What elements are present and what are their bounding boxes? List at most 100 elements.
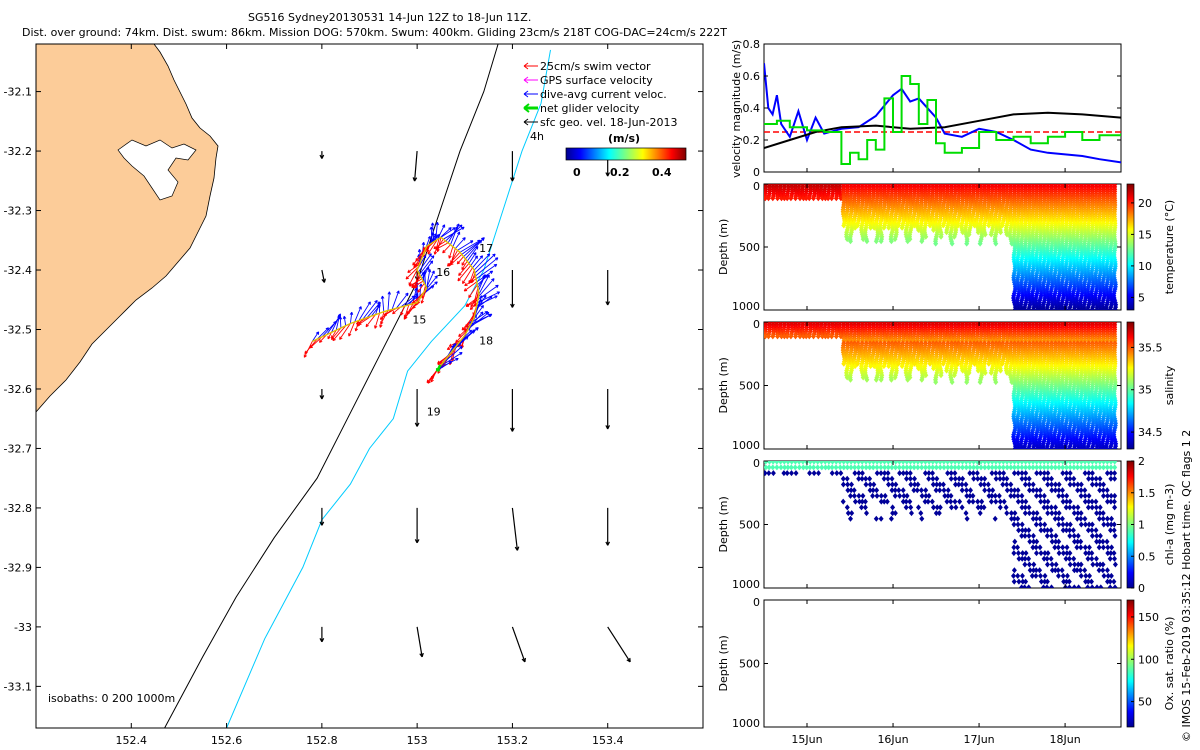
swim-vector [468,284,478,299]
dive-avg-current-vector [387,291,392,311]
swim-vector [470,293,480,308]
section-sample [923,372,929,379]
dive-avg-current-vector [473,253,491,271]
swim-vector [348,321,356,337]
sfc-geo-vector [511,507,520,551]
section-sample [892,374,898,381]
swim-vector [380,310,389,325]
day-label: 18 [479,334,493,347]
section-sample [1071,306,1077,310]
section-sample [815,333,821,340]
swim-vector [413,272,419,289]
dive-avg-current-vector [420,260,434,277]
dive-avg-current-vector [430,222,435,242]
map-x-tick-label: 153.2 [497,734,529,747]
section-sample [764,195,768,202]
swim-vector [458,263,470,277]
section-sample [907,374,913,381]
swim-vector [448,246,454,259]
section-sample [788,333,794,340]
section-sample [931,365,936,372]
dive-avg-current-vector [466,246,479,262]
section-sample [793,333,798,340]
section-sample [923,233,929,240]
swim-vector [427,239,438,255]
section-sample [881,363,887,370]
section-ylabel: Depth (m) [717,219,730,275]
day-label: 16 [436,266,450,279]
map-y-tick-label: -32.3 [4,205,32,218]
dive-avg-current-vector [475,263,498,280]
section-sample [844,236,850,243]
section-sample [841,360,847,367]
legend-gps-surface: GPS surface velocity [523,74,653,87]
section-sample [775,333,780,340]
velocity-ticks: 00.20.40.60.8 [743,38,1121,179]
dive-avg-current-vector [349,311,354,324]
section-data [764,322,1119,449]
dive-avg-current-vector [435,221,440,241]
dive-avg-current-vector [470,255,478,266]
section-sample [829,333,835,340]
section-colorbar [1126,183,1135,311]
legend-label: GPS surface velocity [540,74,653,87]
section-sample [803,195,809,202]
swim-vector [379,311,385,328]
dive-avg-current-vector [377,301,381,314]
swim-vector [309,336,323,349]
velocity-panel: 00.20.40.60.8 velocity magnitude (m/s) [730,38,1122,179]
colorbar-units: (m/s) [608,132,640,145]
swim-vector [415,245,428,262]
swim-vector [327,332,332,340]
velocity-y-tick-label: 0.6 [743,70,761,83]
dive-avg-current-vector [475,257,499,277]
section-sample [811,195,816,202]
section-sample [944,229,950,236]
section-y-tick-label: 500 [739,241,760,254]
dive-avg-current-vector [478,274,490,295]
section-y-tick-label: 1000 [732,300,760,313]
sfc-geo-vector [412,151,418,182]
section-sample [855,360,861,367]
velocity-lines [764,63,1121,165]
section-sample [999,222,1005,229]
colorbar-tick-label: 5 [1138,291,1145,304]
section-sample [764,333,768,340]
section-sample [895,222,901,229]
sfc-geo-vector [321,269,326,283]
legend-label: net glider velocity [540,102,640,115]
dive-avg-current-vector [342,315,347,326]
section-sample [881,224,887,231]
map-y-tick-label: -32.7 [4,442,32,455]
swim-vector [405,266,419,280]
section-sample [833,195,839,202]
section-sample [788,195,794,202]
velocity-y-tick-label: 0 [753,166,760,179]
map-y-tick-label: -32.9 [4,561,32,574]
section-sample [940,222,946,229]
sfc-geo-vector [414,507,420,544]
map-y-tick-label: -32.4 [4,264,32,277]
map-legend: 25cm/s swim vector GPS surface velocity … [523,60,687,179]
section-sample [982,231,988,238]
section-sample [899,224,905,231]
dive-avg-current-vector [436,224,446,240]
section-sample [892,236,898,243]
map-x-tick-label: 152.6 [211,734,243,747]
colorbar-label: temperature (°C) [1163,200,1176,294]
map-tick-labels: 152.4 152.6 152.8 153 153.2 153.4-32.1-32.2-3… [4,44,703,747]
legend-sfc-geo: sfc geo. vel. 18-Jun-2013 [523,116,677,129]
sfc-geo-vector [511,626,526,663]
section-sample [873,238,879,245]
dive-avg-current-vector [426,269,432,288]
section-sample [873,376,879,383]
sfc-geo-vector [510,270,515,308]
day-label: 17 [479,242,493,255]
swim-vector [464,278,477,287]
estuary-water [117,139,197,201]
section-sample [1022,306,1028,310]
section-sample [766,195,771,202]
swim-vector [365,314,376,328]
